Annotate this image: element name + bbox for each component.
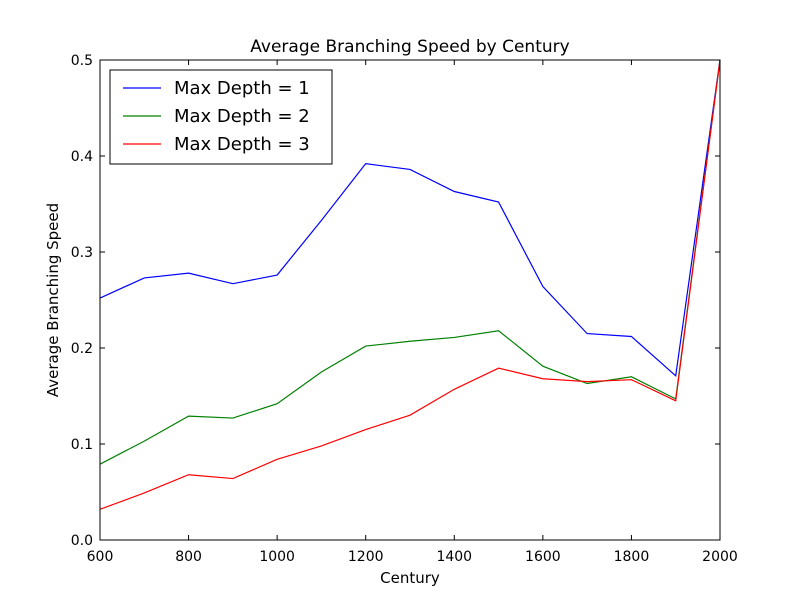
x-tick-label: 1600 [525, 549, 561, 565]
y-tick-label: 0.2 [71, 341, 93, 357]
series-line-depth-1 [99, 59, 721, 378]
y-tick-label: 0.0 [71, 533, 93, 549]
x-tick-label: 1000 [259, 549, 295, 565]
y-axis-label: Average Branching Speed [44, 203, 62, 397]
legend-box [109, 69, 333, 165]
plot-frame [99, 59, 721, 541]
x-tick-label: 1800 [614, 549, 650, 565]
x-tick-label: 1400 [436, 549, 472, 565]
x-axis-ticks: 600 800 1000 1200 1400 1600 1800 2000 [87, 60, 738, 565]
legend-label-depth-1: Max Depth = 1 [174, 78, 310, 99]
y-axis-ticks: 0.0 0.1 0.2 0.3 0.4 0.5 [71, 53, 720, 549]
x-tick-label: 600 [87, 549, 114, 565]
legend-label-depth-3: Max Depth = 3 [174, 134, 310, 155]
x-axis-label: Century [380, 569, 440, 587]
y-tick-label: 0.1 [71, 437, 93, 453]
legend: Max Depth = 1 Max Depth = 2 Max Depth = … [109, 69, 333, 165]
legend-label-depth-2: Max Depth = 2 [174, 106, 310, 127]
chart-title: Average Branching Speed by Century [250, 37, 569, 57]
series-line-depth-2 [99, 59, 721, 465]
x-tick-label: 2000 [702, 549, 738, 565]
series-line-depth-3 [99, 59, 721, 510]
y-tick-label: 0.5 [71, 53, 93, 69]
y-tick-label: 0.3 [71, 245, 93, 261]
y-tick-label: 0.4 [71, 149, 93, 165]
x-tick-label: 1200 [348, 549, 384, 565]
plot-lines [99, 59, 721, 510]
x-tick-label: 800 [175, 549, 202, 565]
